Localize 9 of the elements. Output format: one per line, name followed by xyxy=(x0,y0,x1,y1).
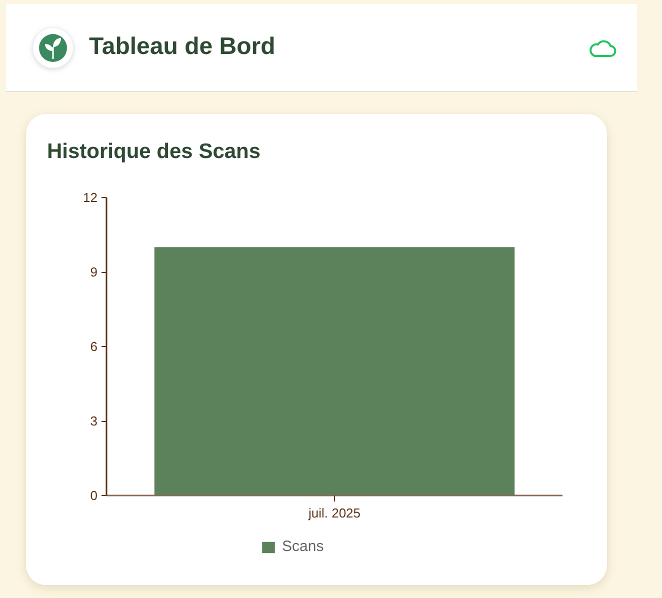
chart-title: Tableau de Bord xyxy=(89,32,276,62)
y-tick-label: 6 xyxy=(90,339,98,354)
x-tick-label: juil. 2025 xyxy=(307,506,361,520)
y-tick-label: 0 xyxy=(90,488,98,503)
y-tick-label: 12 xyxy=(83,190,98,205)
y-tick-label: 3 xyxy=(90,414,98,428)
chart-subtitle: Historique des Scans xyxy=(46,140,261,164)
legend-label: Scans xyxy=(282,538,324,555)
y-tick-label: 9 xyxy=(90,264,98,280)
